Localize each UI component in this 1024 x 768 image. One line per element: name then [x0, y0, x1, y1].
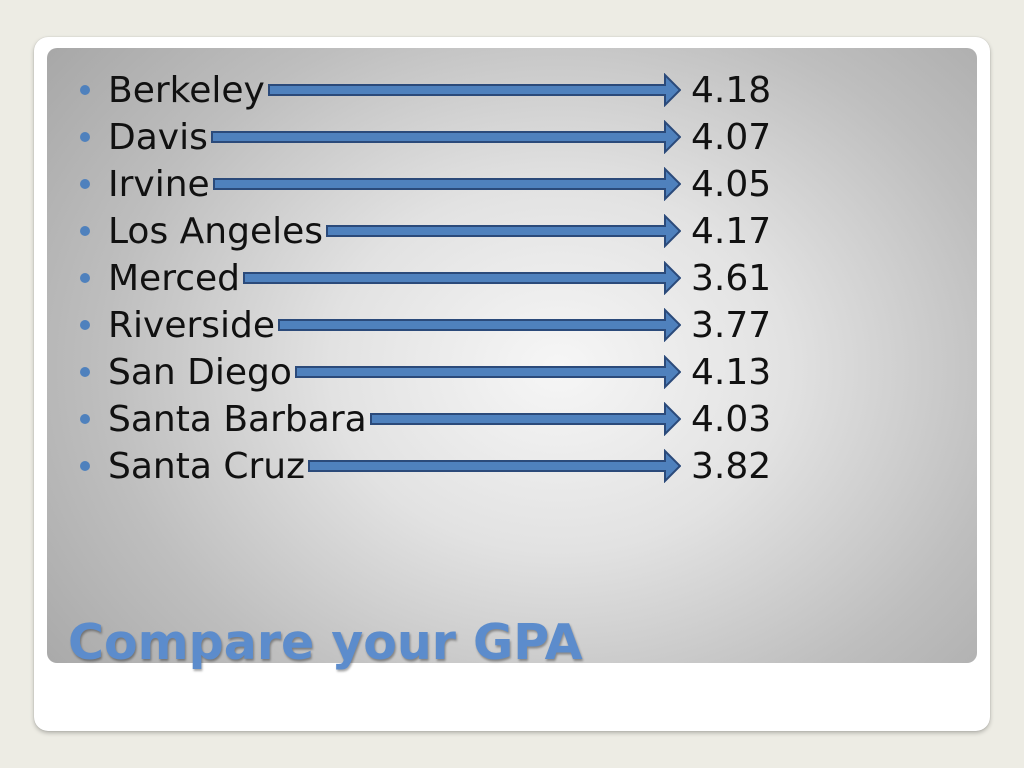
campus-name: Davis — [108, 117, 208, 158]
right-arrow-icon — [370, 402, 681, 436]
bullet-icon — [80, 85, 90, 95]
content-panel — [47, 48, 977, 663]
campus-name: San Diego — [108, 352, 292, 393]
gpa-row: Irvine 4.05 — [0, 161, 1024, 208]
right-arrow-icon — [295, 355, 681, 389]
campus-name: Berkeley — [108, 70, 265, 111]
campus-name: Irvine — [108, 164, 210, 205]
right-arrow-icon — [278, 308, 681, 342]
gpa-row: Los Angeles 4.17 — [0, 208, 1024, 255]
gpa-value: 4.13 — [691, 352, 772, 393]
campus-name: Merced — [108, 258, 241, 299]
gpa-value: 3.61 — [691, 258, 772, 299]
slide-title: Compare your GPA — [68, 614, 583, 671]
campus-name: Riverside — [108, 305, 276, 346]
campus-name: Santa Cruz — [108, 446, 305, 487]
gpa-row: San Diego 4.13 — [0, 349, 1024, 396]
gpa-row: Berkeley 4.18 — [0, 67, 1024, 114]
bullet-icon — [80, 132, 90, 142]
bullet-icon — [80, 414, 90, 424]
gpa-value: 4.05 — [691, 164, 772, 205]
right-arrow-icon — [308, 449, 681, 483]
right-arrow-icon — [243, 261, 681, 295]
gpa-value: 4.07 — [691, 117, 772, 158]
bullet-icon — [80, 320, 90, 330]
right-arrow-icon — [326, 214, 681, 248]
right-arrow-icon — [213, 167, 681, 201]
campus-name: Santa Barbara — [108, 399, 367, 440]
right-arrow-icon — [268, 73, 681, 107]
campus-name: Los Angeles — [108, 211, 323, 252]
bullet-icon — [80, 273, 90, 283]
gpa-row: Riverside 3.77 — [0, 302, 1024, 349]
gpa-row: Davis 4.07 — [0, 114, 1024, 161]
bullet-icon — [80, 179, 90, 189]
gpa-row: Merced 3.61 — [0, 255, 1024, 302]
gpa-value: 4.17 — [691, 211, 772, 252]
bullet-icon — [80, 226, 90, 236]
gpa-value: 4.18 — [691, 70, 772, 111]
right-arrow-icon — [211, 120, 681, 154]
gpa-value: 3.82 — [691, 446, 772, 487]
bullet-icon — [80, 461, 90, 471]
gpa-row: Santa Barbara 4.03 — [0, 396, 1024, 443]
bullet-icon — [80, 367, 90, 377]
gpa-row: Santa Cruz 3.82 — [0, 443, 1024, 490]
gpa-value: 4.03 — [691, 399, 772, 440]
gpa-value: 3.77 — [691, 305, 772, 346]
